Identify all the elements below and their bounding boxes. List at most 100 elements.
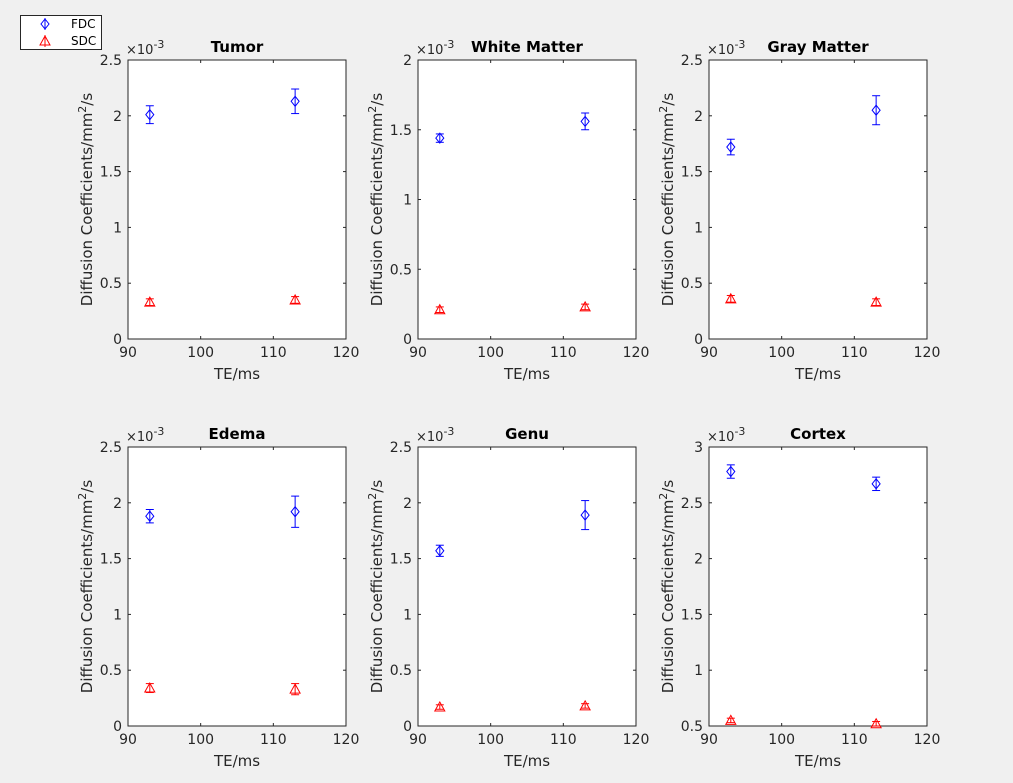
y-label-rest: /s: [78, 93, 96, 106]
plot-area: [708, 59, 928, 340]
x-tick-label: 90: [409, 732, 427, 748]
x-tick-label: 100: [768, 345, 795, 361]
subplot-cortex: 90 100 110 120 0.5 1 1.5 2 2.5 3×10-3 Cortex TE/ms D…: [657, 425, 940, 770]
y-axis-label: Diffusion Coefficients/mm2/s: [76, 93, 96, 307]
y-tick-label: 2.5: [681, 496, 703, 512]
y-exponent-value: -3: [443, 425, 454, 438]
marker-triangle: [143, 296, 156, 307]
marker-triangle: [870, 717, 882, 729]
data-point: [724, 714, 737, 725]
x-axis-label: TE/ms: [794, 752, 841, 770]
data-point: [871, 476, 881, 492]
marker-diamond: [290, 505, 300, 518]
y-exponent-label: ×10-3: [707, 425, 745, 445]
y-tick-label: 1: [403, 607, 412, 623]
data-point: [579, 699, 591, 711]
y-tick-label: 2.5: [100, 53, 122, 69]
marker-diamond: [580, 509, 590, 521]
marker-triangle: [433, 700, 446, 712]
y-exponent-label: ×10-3: [707, 38, 745, 58]
y-tick-label: 1.5: [100, 165, 122, 181]
y-tick-label: 0: [694, 332, 703, 348]
series-fdc: [145, 495, 300, 528]
marker-diamond: [145, 510, 155, 522]
y-tick-label: 1.5: [390, 123, 412, 139]
series-fdc: [435, 500, 590, 557]
x-tick-label: 120: [914, 732, 941, 748]
y-tick-label: 0.5: [681, 719, 703, 735]
y-exponent-value: -3: [734, 425, 745, 438]
y-tick-label: 1: [694, 220, 703, 236]
legend-label: SDC: [71, 34, 96, 48]
x-axis-label: TE/ms: [213, 365, 260, 383]
y-exponent-value: -3: [734, 38, 745, 51]
y-exponent-label: ×10-3: [416, 38, 454, 58]
series-fdc: [145, 88, 300, 125]
x-axis-label: TE/ms: [503, 752, 550, 770]
data-point: [290, 495, 300, 528]
x-tick-label: 100: [187, 345, 214, 361]
x-tick-label: 110: [260, 732, 287, 748]
legend-box: [20, 15, 102, 50]
y-tick-label: 0.5: [390, 262, 412, 278]
marker-diamond: [290, 95, 300, 108]
data-point: [724, 292, 737, 304]
y-axis-label: Diffusion Coefficients/mm2/s: [657, 93, 677, 307]
legend-label: FDC: [71, 17, 96, 31]
y-label-rest: /s: [78, 480, 96, 493]
marker-triangle: [724, 714, 737, 725]
subplot-title: Cortex: [790, 425, 846, 443]
x-axis-label: TE/ms: [794, 365, 841, 383]
x-axis-label: TE/ms: [213, 752, 260, 770]
y-tick-label: 2.5: [681, 53, 703, 69]
subplot-title: Gray Matter: [767, 38, 869, 56]
x-tick-label: 120: [333, 345, 360, 361]
x-tick-label: 90: [700, 345, 718, 361]
y-label-superscript: 2: [657, 493, 670, 500]
data-point: [145, 508, 155, 524]
x-tick-label: 120: [623, 345, 650, 361]
y-tick-label: 1.5: [681, 165, 703, 181]
subplot-genu: 90 100 110 120 0 0.5 1 1.5 2 2.5×10-3 Genu TE/ms Dif…: [366, 425, 649, 770]
y-label-superscript: 2: [366, 493, 379, 500]
y-tick-label: 0: [113, 719, 122, 735]
x-tick-label: 110: [550, 345, 577, 361]
data-point: [433, 700, 446, 712]
marker-diamond: [435, 544, 445, 557]
marker-triangle: [433, 303, 446, 315]
y-tick-label: 1: [694, 663, 703, 679]
marker-triangle: [289, 293, 301, 305]
marker-triangle: [143, 682, 156, 693]
y-tick-label: 2.5: [100, 440, 122, 456]
series-fdc: [726, 464, 881, 492]
data-point: [579, 300, 591, 312]
data-point: [289, 293, 301, 305]
y-axis-label: Diffusion Coefficients/mm2/s: [366, 93, 386, 307]
data-point: [580, 112, 590, 131]
subplot-title: Genu: [505, 425, 549, 443]
y-tick-label: 2: [403, 496, 412, 512]
y-label-rest: /s: [368, 93, 386, 106]
x-tick-label: 100: [477, 345, 504, 361]
x-tick-label: 110: [260, 345, 287, 361]
data-point: [143, 682, 156, 694]
y-exponent-value: -3: [153, 38, 164, 51]
y-tick-label: 2: [403, 53, 412, 69]
y-tick-label: 1: [113, 607, 122, 623]
series-sdc: [724, 292, 882, 307]
y-tick-label: 0.5: [390, 663, 412, 679]
y-exponent-label: ×10-3: [416, 425, 454, 445]
subplot-tumor: 90 100 110 120 0 0.5 1 1.5 2 2.5×10-3 Tumor TE/ms Di…: [76, 38, 359, 383]
series-sdc: [724, 714, 882, 729]
data-point: [435, 544, 445, 557]
y-tick-label: 2.5: [390, 440, 412, 456]
marker-triangle: [579, 699, 591, 711]
marker-diamond: [726, 465, 736, 478]
data-point: [870, 296, 882, 307]
y-exponent-value: -3: [443, 38, 454, 51]
legend-entry-sdc: SDC: [39, 34, 96, 48]
data-point: [145, 105, 155, 125]
x-tick-label: 90: [119, 345, 137, 361]
data-point: [435, 132, 445, 144]
